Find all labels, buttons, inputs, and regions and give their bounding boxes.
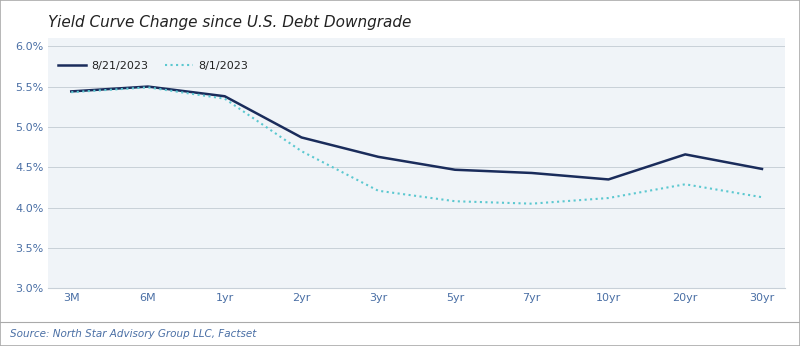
Legend: 8/21/2023, 8/1/2023: 8/21/2023, 8/1/2023 <box>54 56 253 75</box>
Text: Source: North Star Advisory Group LLC, Factset: Source: North Star Advisory Group LLC, F… <box>10 329 256 339</box>
Text: Yield Curve Change since U.S. Debt Downgrade: Yield Curve Change since U.S. Debt Downg… <box>48 15 412 30</box>
